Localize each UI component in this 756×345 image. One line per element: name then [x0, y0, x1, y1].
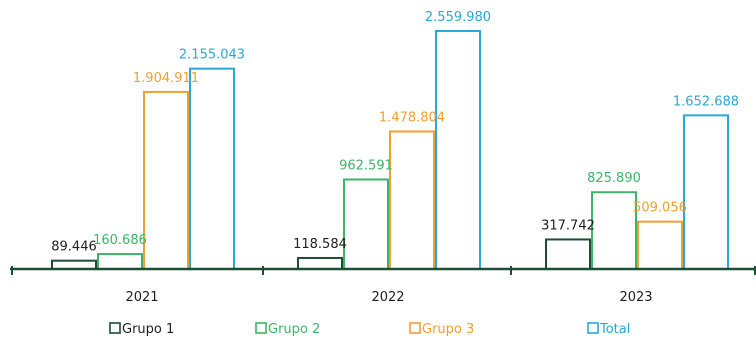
x-tick-label-2022: 2022 — [371, 290, 404, 305]
data-label-grupo-2-2021: 160.686 — [93, 233, 147, 248]
x-tick-label-2021: 2021 — [125, 290, 158, 305]
x-tick-label-2023: 2023 — [619, 290, 652, 305]
bar-grupo-1-2022 — [297, 256, 343, 271]
legend-swatch-grupo-1 — [109, 322, 121, 334]
legend: Grupo 1 Grupo 2 Grupo 3 Total — [109, 322, 630, 337]
bar-total-2021 — [189, 67, 235, 271]
data-label-total-2021: 2.155.043 — [179, 48, 245, 63]
data-label-grupo-3-2022: 1.478.804 — [379, 111, 445, 126]
data-label-grupo-3-2021: 1.904.911 — [133, 71, 199, 86]
data-label-grupo-1-2023: 317.742 — [541, 218, 595, 233]
bars-layer — [51, 30, 729, 271]
bar-grupo-3-2023 — [637, 220, 683, 270]
legend-swatch-grupo-3 — [409, 322, 421, 334]
legend-label-grupo-1: Grupo 1 — [122, 322, 174, 337]
legend-swatch-grupo-2 — [255, 322, 267, 334]
data-label-total-2023: 1.652.688 — [673, 94, 739, 109]
legend-label-grupo-2: Grupo 2 — [268, 322, 320, 337]
bar-grupo-2-2021 — [97, 253, 143, 271]
data-label-total-2022: 2.559.980 — [425, 10, 491, 25]
bar-total-2023 — [683, 114, 729, 270]
legend-label-total: Total — [599, 322, 630, 337]
x-axis: 2021 2022 2023 — [10, 266, 756, 305]
bar-grupo-3-2022 — [389, 130, 435, 270]
data-label-grupo-3-2023: 509.056 — [633, 201, 687, 216]
data-label-grupo-1-2022: 118.584 — [293, 237, 347, 252]
bar-grupo-3-2021 — [143, 90, 189, 270]
data-label-grupo-2-2022: 962.591 — [339, 159, 393, 174]
legend-swatch-total — [587, 322, 599, 334]
data-label-grupo-1-2021: 89.446 — [51, 240, 97, 255]
bar-grupo-2-2023 — [591, 191, 637, 270]
bar-grupo-1-2023 — [545, 238, 591, 270]
data-label-grupo-2-2023: 825.890 — [587, 171, 641, 186]
bar-grupo-2-2022 — [343, 178, 389, 271]
data-labels-layer: 89.446 118.584 317.742 160.686 962.591 825.89… — [51, 10, 739, 255]
legend-label-grupo-3: Grupo 3 — [422, 322, 474, 337]
bar-total-2022 — [435, 30, 481, 270]
